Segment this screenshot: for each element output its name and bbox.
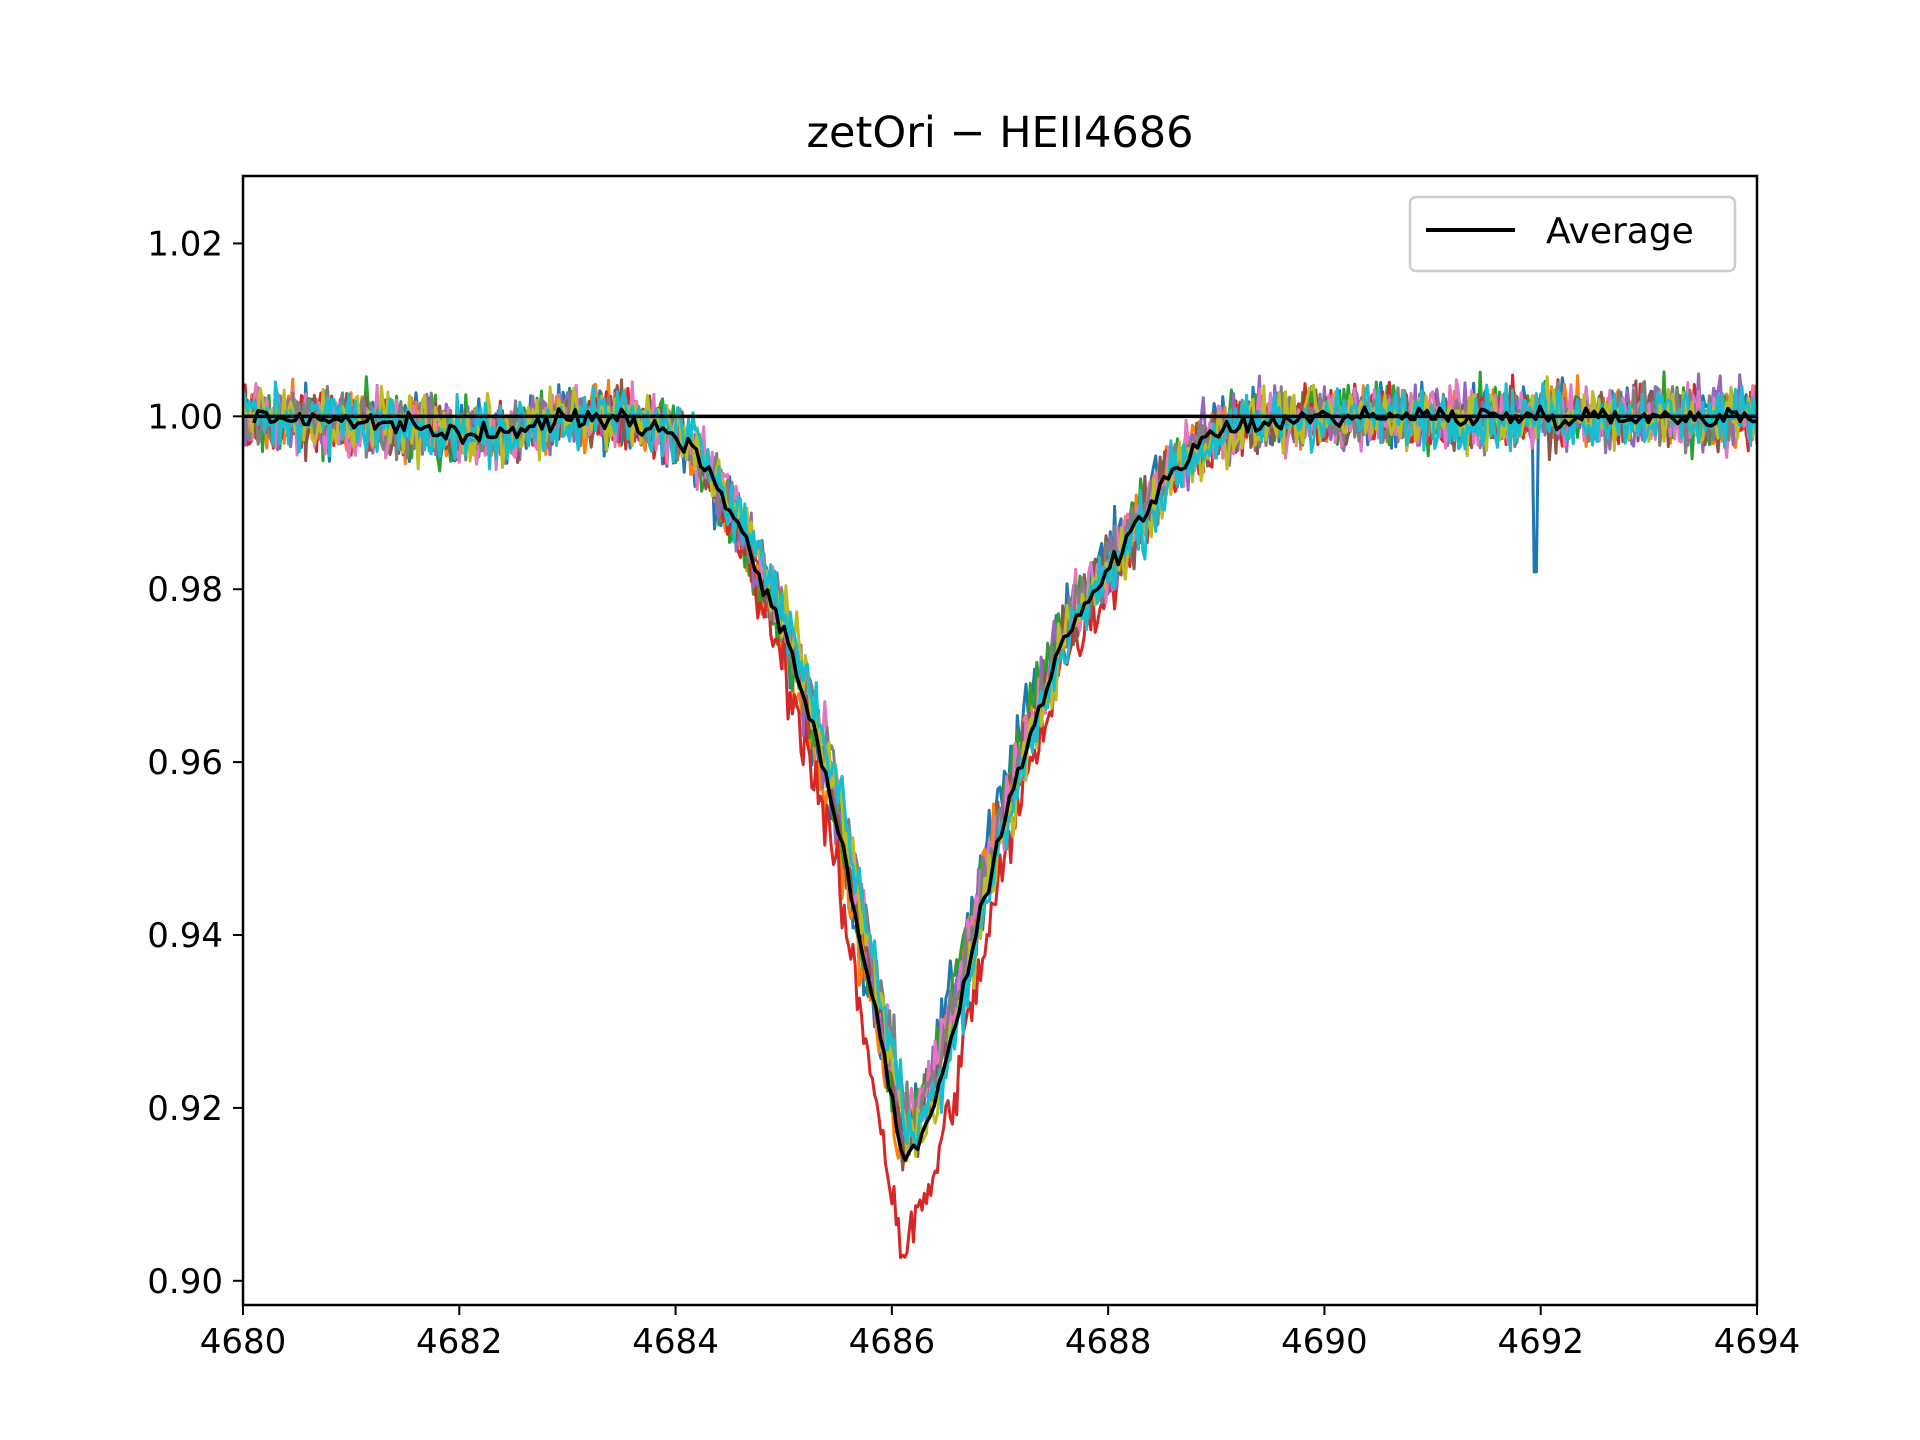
x-tick-label: 4692 [1497,1322,1584,1362]
x-tick-label: 4680 [200,1322,287,1362]
x-tick-label: 4684 [632,1322,719,1362]
x-tick-label: 4686 [849,1322,936,1362]
spectrum-series-line [243,372,1757,1156]
y-tick-label: 0.90 [147,1262,223,1302]
spectrum-series-line [243,370,1757,1148]
y-tick-label: 0.94 [147,916,223,956]
series-layer [243,370,1757,1260]
legend-box [1408,195,1737,273]
spectrum-series-line [243,380,1757,1147]
y-tick-label: 1.02 [147,224,223,264]
x-tick-label: 4690 [1281,1322,1368,1362]
legend-average-label: Average [1546,211,1694,252]
spectrum-series-line [243,375,1757,1163]
spectrum-series-line [243,378,1757,1118]
x-tick-label: 4682 [416,1322,503,1362]
average-series-line [252,404,1757,1162]
y-tick-label: 0.92 [147,1089,223,1129]
spectrum-series-line [243,380,1757,1150]
y-tick-label: 0.98 [147,570,223,610]
plot-frame [241,174,1759,1307]
spectrum-series-line [243,378,1757,1172]
y-tick-label: 0.96 [147,743,223,783]
spectrum-series-line [243,374,1757,1168]
y-tick-label: 1.00 [147,397,223,437]
axes-layer: 4680 4682 4684 4686 4688 4690 4692 4694 0.90 0.92… [147,224,1800,1362]
chart-title: zetOri − HEII4686 [806,108,1193,158]
spectrum-series-line [243,376,1757,1151]
x-tick-label: 4688 [1065,1322,1152,1362]
legend: Average [1408,195,1737,273]
x-tick-label: 4694 [1714,1322,1801,1362]
